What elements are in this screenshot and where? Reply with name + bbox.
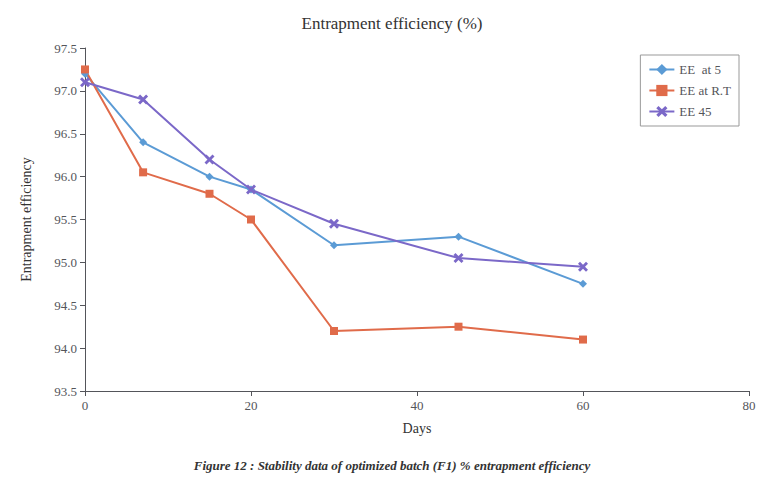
svg-text:96.0: 96.0 [54,169,77,184]
svg-text:EE 45: EE 45 [679,104,711,119]
svg-text:EE at 5: EE at 5 [679,62,721,77]
svg-text:Entrapment efficiency: Entrapment efficiency [19,157,34,282]
svg-text:80: 80 [743,398,756,413]
svg-text:96.5: 96.5 [54,126,77,141]
svg-text:20: 20 [245,398,258,413]
svg-text:95.0: 95.0 [54,255,77,270]
svg-text:97.5: 97.5 [54,41,77,56]
svg-text:Entrapment efficiency (%): Entrapment efficiency (%) [302,14,483,33]
svg-text:94.0: 94.0 [54,341,77,356]
svg-text:40: 40 [411,398,424,413]
svg-text:94.5: 94.5 [54,298,77,313]
svg-text:0: 0 [82,398,89,413]
svg-text:60: 60 [577,398,590,413]
svg-text:95.5: 95.5 [54,212,77,227]
svg-text:93.5: 93.5 [54,384,77,399]
svg-text:97.0: 97.0 [54,83,77,98]
svg-text:Figure 12 : Stability data of: Figure 12 : Stability data of optimized … [193,458,591,473]
svg-text:EE at R.T: EE at R.T [679,83,731,98]
svg-text:Days: Days [403,421,432,436]
